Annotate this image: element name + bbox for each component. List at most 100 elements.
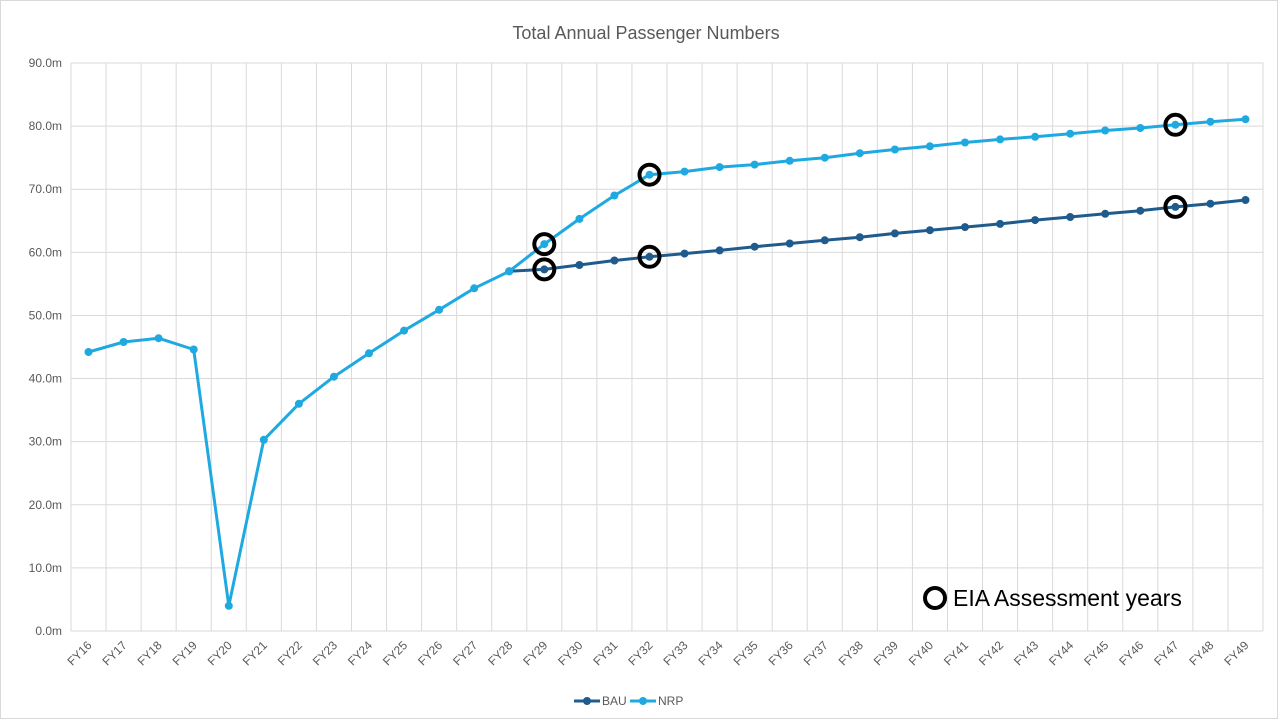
x-tick-label: FY34 [696,638,726,668]
data-point-bau [1241,196,1250,204]
x-tick-label: FY45 [1081,638,1111,668]
y-tick-label: 70.0m [29,182,62,196]
legend-marker-bau [583,697,591,705]
data-point-bau [1136,206,1145,215]
data-point-nrp [294,399,303,408]
x-tick-label: FY21 [240,638,270,668]
x-tick-label: FY33 [660,638,690,668]
data-point-nrp [84,348,93,356]
legend: BAU NRP [574,694,683,708]
data-point-nrp [1031,132,1040,141]
y-tick-label: 90.0m [29,56,62,70]
series-line-nrp [88,117,1246,608]
data-point-nrp [610,191,619,200]
data-point-nrp [1206,117,1215,126]
data-point-bau [750,242,759,251]
data-point-nrp [119,338,128,346]
y-axis: 0.0m 10.0m 20.0m 30.0m 40.0m 50.0m 60.0m 70.0m 8… [29,56,62,638]
data-point-bau [645,252,654,261]
data-point-bau [610,256,619,265]
data-point-bau [1101,209,1110,218]
data-point-nrp [1066,129,1075,138]
x-tick-label: FY27 [450,638,480,668]
data-point-bau [540,265,549,274]
x-tick-label: FY39 [871,638,901,668]
x-tick-label: FY28 [485,638,515,668]
y-tick-label: 0.0m [35,624,62,638]
data-point-nrp [435,305,444,314]
assessment-marker [637,244,662,269]
x-tick-label: FY25 [380,638,410,668]
data-point-nrp [1101,126,1110,135]
x-tick-label: FY32 [625,638,655,668]
data-point-nrp [645,170,654,179]
x-tick-label: FY43 [1011,638,1041,668]
x-tick-label: FY42 [976,638,1006,668]
x-tick-label: FY37 [801,638,831,668]
data-point-nrp [575,214,584,223]
x-tick-label: FY49 [1221,638,1251,668]
x-tick-label: FY16 [64,638,94,668]
data-point-nrp [680,167,689,176]
x-tick-label: FY29 [520,638,550,668]
x-tick-label: FY38 [836,638,866,668]
assessment-legend: EIA Assessment years [923,585,1182,611]
y-tick-label: 40.0m [29,372,62,386]
series-lines [84,115,1250,610]
assessment-marker [532,232,557,257]
data-point-nrp [855,149,864,158]
data-point-bau [575,261,584,269]
data-point-bau [820,236,829,245]
x-tick-label: FY36 [766,638,796,668]
x-tick-label: FY19 [170,638,200,668]
y-tick-label: 10.0m [29,561,62,575]
data-point-bau [680,249,689,258]
y-tick-label: 80.0m [29,119,62,133]
data-point-nrp [259,435,268,444]
data-point-nrp [961,138,969,147]
assessment-markers [532,112,1188,282]
x-tick-label: FY35 [731,638,761,668]
assessment-marker [532,257,557,282]
data-point-bau [996,219,1005,228]
x-tick-label: FY47 [1151,638,1181,668]
data-point-nrp [329,372,338,381]
x-tick-label: FY24 [345,638,375,668]
x-tick-label: FY26 [415,638,445,668]
data-point-nrp [785,156,794,165]
data-point-bau [1066,213,1075,221]
data-point-nrp [365,349,373,358]
data-point-nrp [996,135,1005,144]
assessment-marker [1163,194,1188,219]
data-point-nrp [925,142,934,151]
assessment-legend-label: EIA Assessment years [953,585,1182,611]
x-tick-label: FY40 [906,638,936,668]
data-point-nrp [820,153,829,162]
data-point-bau [785,239,794,248]
data-point-bau [715,246,724,255]
data-point-bau [1171,202,1180,211]
y-tick-label: 60.0m [29,245,62,259]
data-point-bau [1206,199,1215,208]
y-tick-label: 50.0m [29,308,62,322]
data-point-nrp [154,334,163,343]
x-tick-label: FY20 [205,638,235,668]
x-tick-label: FY23 [310,638,340,668]
data-point-nrp [189,345,198,354]
x-tick-label: FY41 [941,638,971,668]
data-point-bau [1031,216,1040,225]
legend-label-bau: BAU [602,694,627,708]
data-point-bau [961,223,969,232]
legend-marker-nrp [639,697,647,705]
series-line-bau [509,198,1246,273]
x-tick-label: FY17 [100,638,130,668]
legend-label-nrp: NRP [658,694,683,708]
data-point-nrp [890,145,899,154]
data-point-nrp [505,267,514,276]
chart-title: Total Annual Passenger Numbers [512,23,779,43]
data-point-nrp [1171,120,1180,129]
x-tick-label: FY48 [1186,638,1216,668]
data-point-bau [890,229,899,238]
